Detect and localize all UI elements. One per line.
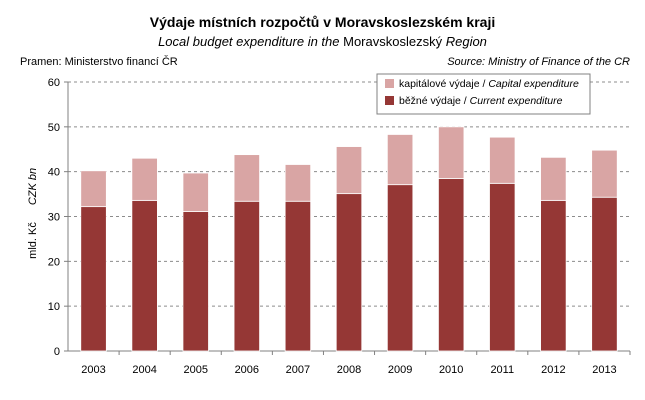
bar-current-expenditure: [182, 211, 209, 352]
x-tick-label: 2009: [388, 364, 412, 376]
source-czech: Pramen: Ministerstvo financí ČR: [20, 56, 178, 68]
chart-title: Výdaje místních rozpočtů v Moravskoslezs…: [149, 14, 496, 30]
bar-current-expenditure: [233, 200, 260, 352]
bar-capital-expenditure: [438, 126, 465, 179]
legend-capital-expenditure-label: kapitálové výdaje / Capital expenditure: [399, 78, 579, 90]
legend-current-expenditure-label: běžné výdaje / Current expenditure: [399, 95, 563, 107]
source-english: Source: Ministry of Finance of the CR: [447, 56, 630, 68]
x-tick-label: 2012: [541, 364, 565, 376]
legend-current-expenditure-swatch: [385, 96, 394, 105]
x-tick-label: 2013: [592, 364, 616, 376]
bar-capital-expenditure: [131, 157, 158, 201]
x-tick-label: 2006: [235, 364, 259, 376]
x-tick-label: 2003: [81, 364, 105, 376]
bar-capital-expenditure: [540, 156, 567, 201]
y-axis-label-czech: mld. Kč: [27, 222, 39, 259]
y-tick-label: 40: [48, 167, 60, 179]
bar-current-expenditure: [80, 206, 107, 352]
subtitle-english-end: Region: [445, 34, 487, 49]
bar-capital-expenditure: [335, 146, 363, 195]
x-tick-label: 2004: [132, 364, 156, 376]
y-tick-label: 30: [48, 212, 60, 224]
chart-subtitle: Local budget expenditure in the Moravsko…: [0, 34, 645, 49]
y-tick-label: 10: [48, 301, 60, 313]
bar-current-expenditure: [540, 199, 567, 352]
bar-capital-expenditure: [80, 170, 107, 208]
bar-current-expenditure: [284, 200, 312, 352]
y-tick-label: 20: [48, 256, 60, 268]
bar-current-expenditure: [386, 184, 414, 352]
bar-capital-expenditure: [233, 154, 260, 202]
bar-capital-expenditure: [386, 134, 414, 186]
y-tick-label: 50: [48, 122, 60, 134]
legend-box: [376, 73, 591, 115]
x-tick-label: 2011: [490, 364, 514, 376]
subtitle-english-start: Local budget expenditure in the: [158, 34, 340, 49]
bar-current-expenditure: [591, 196, 618, 352]
x-tick-label: 2007: [286, 364, 310, 376]
bar-current-expenditure: [131, 199, 158, 352]
legend-capital-expenditure-swatch: [385, 79, 394, 88]
subtitle-region-name: Moravskoslezský: [343, 34, 443, 49]
bar-capital-expenditure: [591, 149, 618, 198]
bar-capital-expenditure: [284, 164, 312, 202]
bar-capital-expenditure: [489, 136, 516, 184]
y-axis-label-english: CZK bn: [27, 168, 39, 205]
x-tick-label: 2010: [439, 364, 463, 376]
y-tick-label: 60: [48, 77, 60, 89]
bar-current-expenditure: [335, 193, 363, 352]
y-tick-label: 0: [54, 346, 60, 358]
x-tick-label: 2005: [183, 364, 207, 376]
bar-capital-expenditure: [182, 172, 209, 212]
bar-current-expenditure: [438, 177, 465, 352]
bar-current-expenditure: [489, 182, 516, 352]
x-tick-label: 2008: [337, 364, 361, 376]
